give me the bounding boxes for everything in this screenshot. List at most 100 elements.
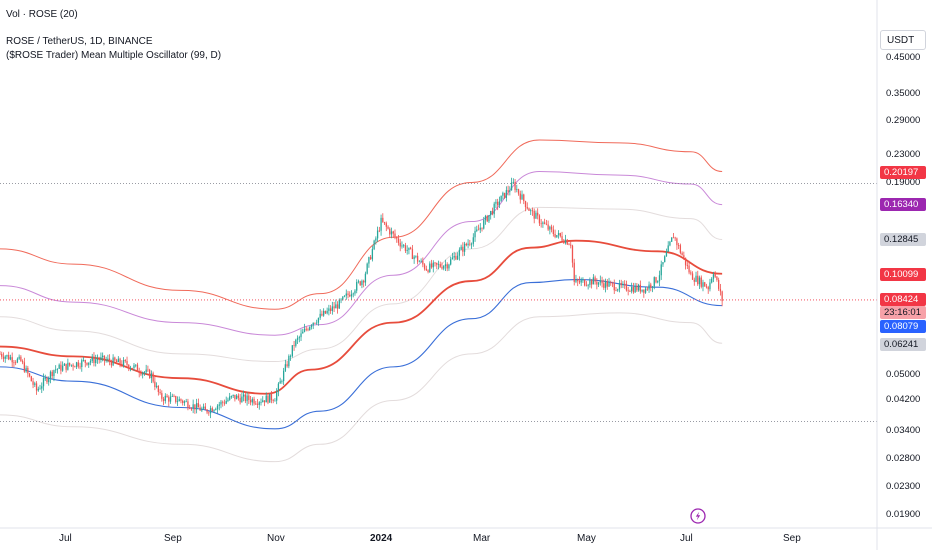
candle-body xyxy=(235,395,238,400)
candle-body xyxy=(686,265,688,267)
candle-body xyxy=(587,284,589,286)
candle-body xyxy=(679,245,682,253)
candle-body xyxy=(521,194,523,200)
candle-body xyxy=(251,398,253,403)
candle-body xyxy=(564,239,567,244)
symbol-legend[interactable]: ROSE / TetherUS, 1D, BINANCE xyxy=(6,36,153,47)
candle-body xyxy=(563,240,565,244)
candle-body xyxy=(396,237,398,239)
candle-body xyxy=(554,234,556,238)
candle-body xyxy=(96,359,99,361)
candle-body xyxy=(309,327,311,331)
candle-body xyxy=(190,408,193,410)
candle-body xyxy=(34,383,36,385)
candle-body xyxy=(296,338,299,340)
candle-body xyxy=(406,249,408,251)
candle-body xyxy=(596,281,598,285)
candle-body xyxy=(274,400,276,402)
candle-body xyxy=(276,391,278,401)
candle-body xyxy=(195,403,198,410)
price-tick-label: 0.02300 xyxy=(886,481,921,493)
candle-body xyxy=(68,362,71,366)
candle-body xyxy=(481,227,483,229)
candle-body xyxy=(533,210,535,219)
candle-body xyxy=(211,408,213,412)
candle-body xyxy=(67,362,69,370)
candle-body xyxy=(48,378,50,383)
candle-body xyxy=(112,357,114,366)
candle-body xyxy=(220,401,222,405)
candle-body xyxy=(82,360,85,361)
candle-body xyxy=(637,284,640,291)
price-tick-label: 0.19000 xyxy=(886,176,921,188)
candle-body xyxy=(253,398,255,404)
candle-body xyxy=(378,230,380,232)
candle-body xyxy=(681,252,683,256)
candle-body xyxy=(11,357,13,363)
price-tick-label: 0.45000 xyxy=(886,52,921,63)
indicator-legend[interactable]: ($ROSE Trader) Mean Multiple Oscillator … xyxy=(6,50,222,61)
candle-body xyxy=(336,304,339,309)
candle-body xyxy=(436,262,438,265)
candle-body xyxy=(28,373,31,377)
candle-body xyxy=(349,294,351,297)
candle-body xyxy=(126,361,128,365)
candle-body xyxy=(359,281,361,286)
candle-body xyxy=(277,383,280,392)
candle-body xyxy=(479,227,481,230)
candle-body xyxy=(21,361,24,363)
candle-body xyxy=(651,286,654,288)
candle-body xyxy=(100,357,102,360)
candle-body xyxy=(705,286,708,288)
candle-body xyxy=(667,245,669,252)
candle-body xyxy=(46,377,48,383)
candle-body xyxy=(660,264,662,276)
candle-body xyxy=(505,190,508,198)
candle-body xyxy=(98,359,100,361)
candle-body xyxy=(507,190,509,192)
candle-body xyxy=(483,220,485,229)
candle-body xyxy=(446,264,448,269)
candle-body xyxy=(503,192,506,198)
candle-body xyxy=(476,229,478,231)
candle-body xyxy=(310,325,313,328)
candle-body xyxy=(420,260,422,262)
volume-legend[interactable]: Vol · ROSE (20) xyxy=(6,9,78,20)
candle-body xyxy=(63,363,66,366)
candle-body xyxy=(519,193,521,200)
candle-body xyxy=(237,395,240,398)
candle-body xyxy=(545,223,548,225)
lightning-icon[interactable] xyxy=(690,508,706,524)
candle-body xyxy=(114,357,116,361)
candle-body xyxy=(338,299,340,309)
candle-body xyxy=(641,289,643,292)
candle-body xyxy=(326,310,328,314)
candle-body xyxy=(630,287,633,292)
candle-body xyxy=(655,277,657,283)
candle-body xyxy=(416,255,419,262)
candle-body xyxy=(239,397,241,403)
candle-body xyxy=(13,362,15,364)
candle-body xyxy=(592,277,595,285)
candle-body xyxy=(639,284,642,292)
candle-body xyxy=(216,405,219,410)
candle-body xyxy=(42,378,45,387)
currency-button[interactable]: USDT xyxy=(880,30,926,50)
candle-body xyxy=(89,360,92,363)
candle-body xyxy=(538,215,541,224)
candle-body xyxy=(620,283,622,286)
price-tick-label: 0.03400 xyxy=(886,424,921,436)
candle-body xyxy=(401,245,403,247)
candle-body xyxy=(61,365,64,371)
candle-body xyxy=(390,231,393,235)
candle-body xyxy=(700,277,702,287)
candle-body xyxy=(152,373,154,382)
candle-body xyxy=(711,278,713,283)
candle-body xyxy=(429,263,431,272)
time-tick-label: Jul xyxy=(680,533,693,544)
candle-body xyxy=(495,201,497,204)
candle-body xyxy=(469,243,471,245)
candle-body xyxy=(321,313,323,316)
candle-body xyxy=(690,272,692,274)
